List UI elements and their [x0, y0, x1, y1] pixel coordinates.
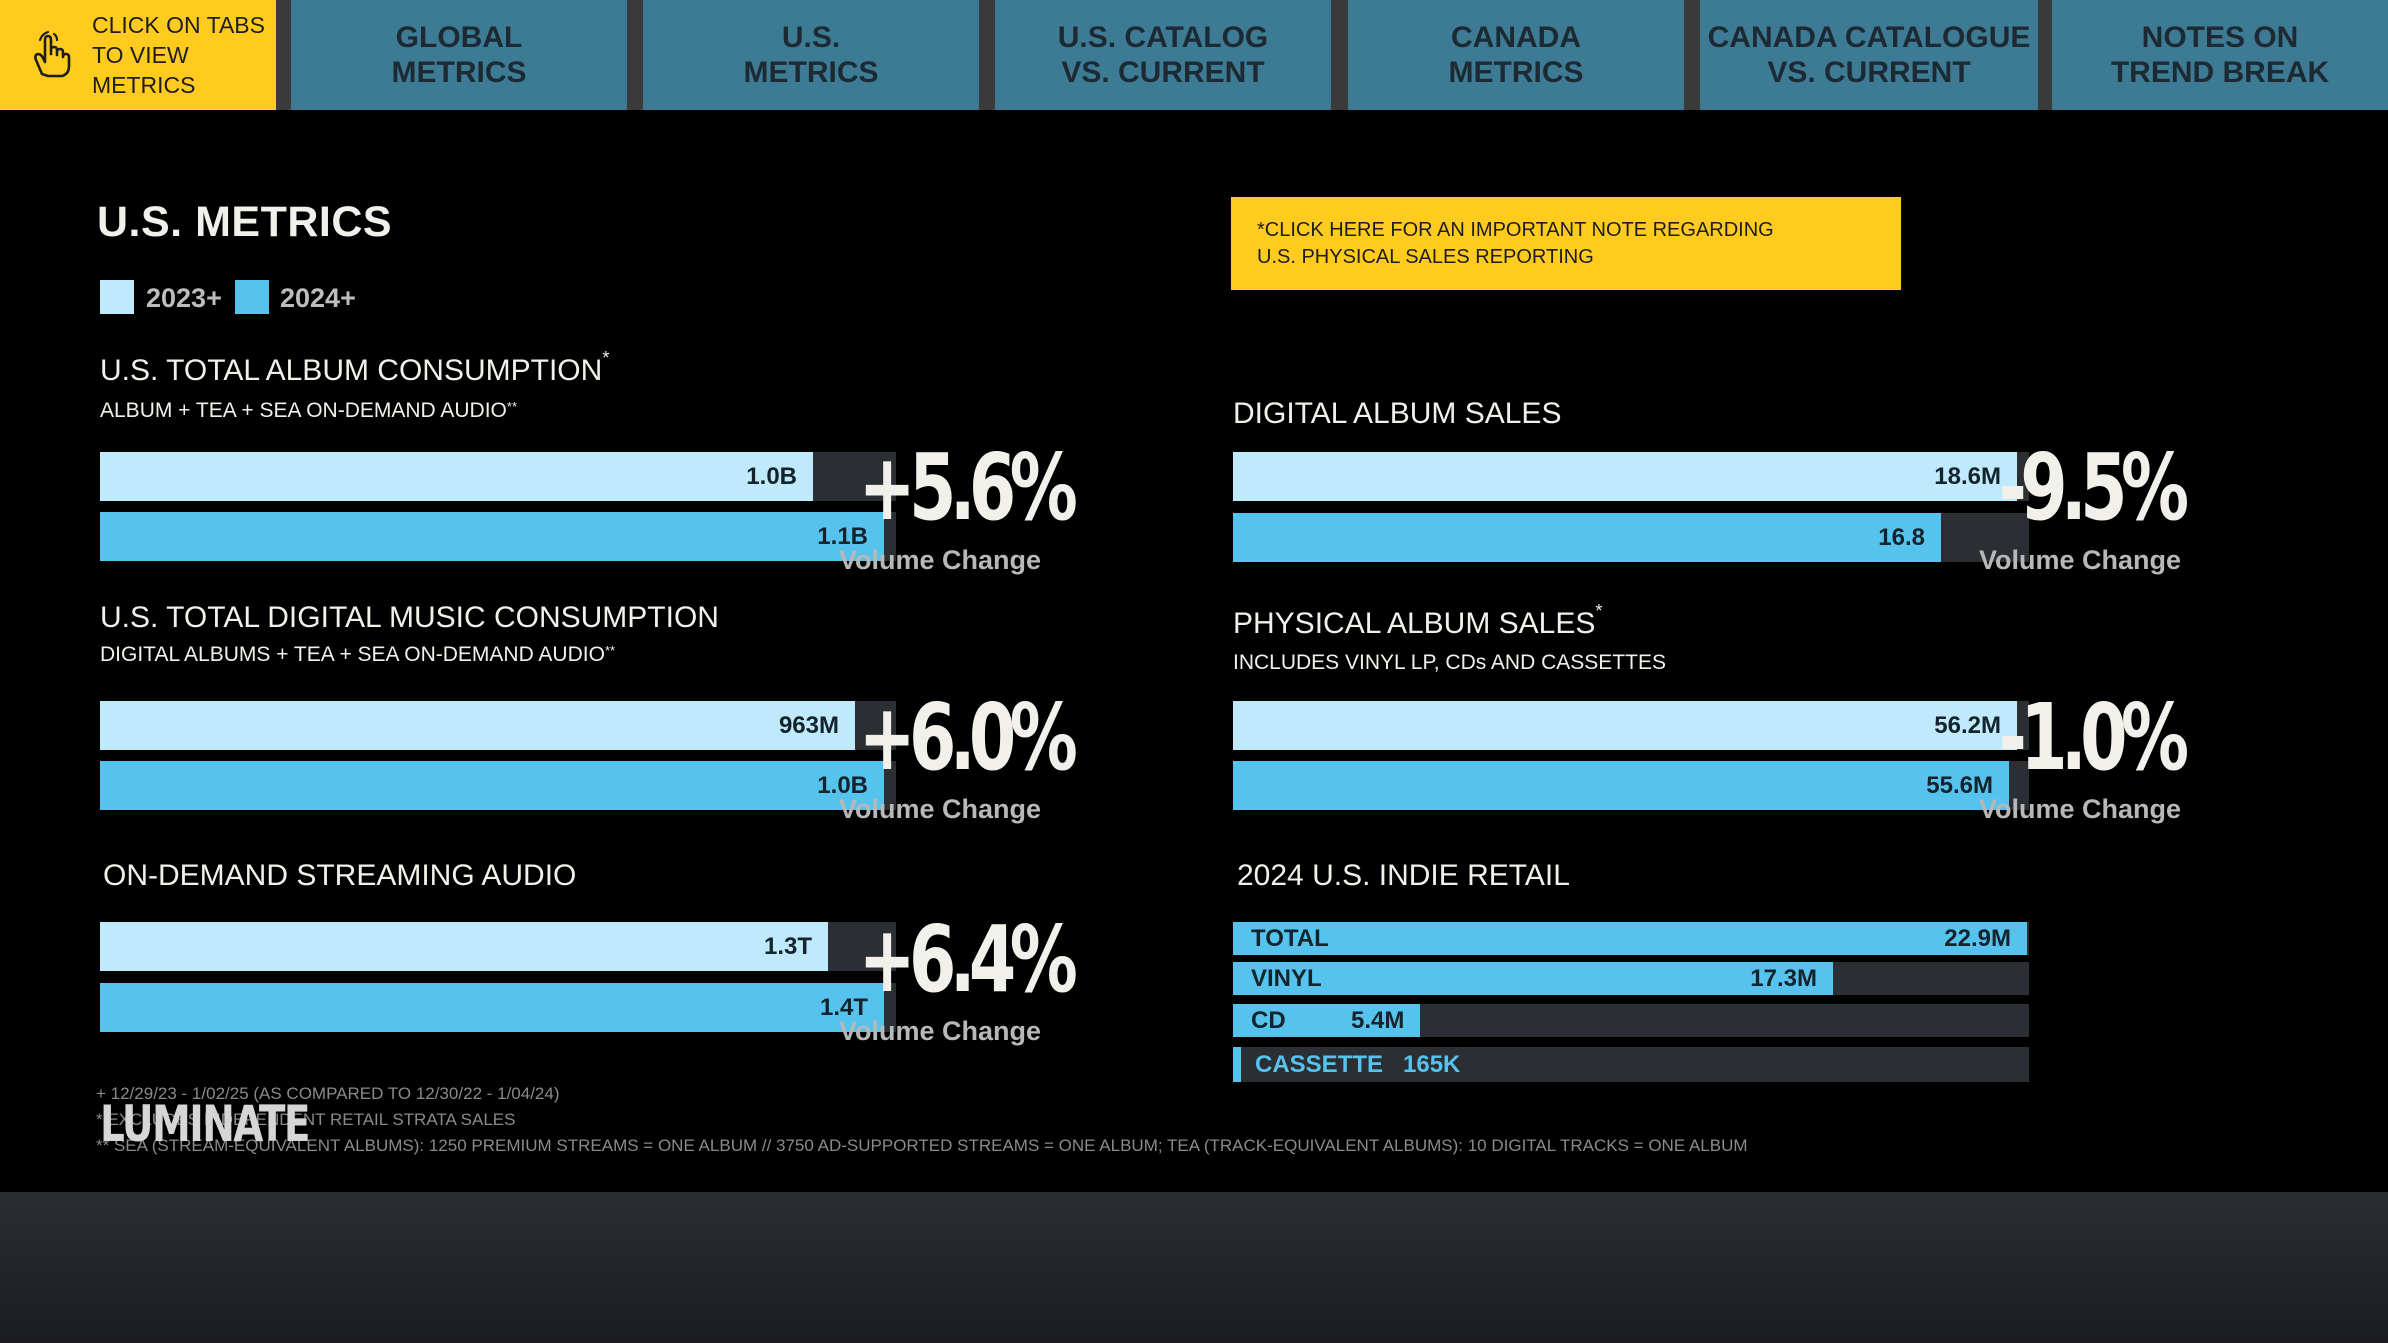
legend-swatch-2024: [235, 280, 269, 314]
indie-value-label-vinyl: 17.3M: [1750, 964, 1817, 992]
indie-bar-track-cd: CD 5.4M: [1233, 1004, 2029, 1037]
digital-album-sales-volume-change-value: -9.5%: [1998, 434, 2189, 541]
physical-album-sales-bar-2024: [1233, 761, 2009, 810]
pointing-hand-icon: [34, 30, 71, 78]
indie-bar-track-total: TOTAL 22.9M: [1233, 922, 2029, 955]
physical-album-sales-bar-track-2023: 56.2M: [1233, 701, 2029, 750]
on-demand-streaming-audio-title: ON-DEMAND STREAMING AUDIO: [103, 859, 577, 892]
tab-canada-catalogue-vs-current[interactable]: CANADA CATALOGUE VS. CURRENT: [1700, 0, 2038, 110]
physical-album-sales-title-mark: *: [1595, 601, 1603, 621]
legend-label-2024: 2024+: [280, 283, 356, 313]
indie-bar-vinyl: [1233, 962, 1833, 995]
digital-album-sales-bar-track-2024: 16.8: [1233, 513, 2029, 562]
digital-album-sales-value-label-2024: 16.8: [1878, 523, 1925, 551]
digital-album-sales-title: DIGITAL ALBUM SALES: [1233, 397, 1562, 430]
indie-bar-track-cassette: CASSETTE 165K: [1233, 1047, 2029, 1082]
on-demand-streaming-audio-bar-2024: [100, 983, 884, 1032]
on-demand-streaming-audio-bar-track-2024: 1.4T: [100, 983, 896, 1032]
page-title: U.S. METRICS: [97, 198, 393, 246]
tab-canada-metrics[interactable]: CANADA METRICS: [1348, 0, 1684, 110]
u-s-total-digital-music-consumption-title: U.S. TOTAL DIGITAL MUSIC CONSUMPTION: [100, 601, 719, 634]
tab-hint: CLICK ON TABS TO VIEW METRICS: [0, 0, 276, 110]
footnote-definitions: ** SEA (STREAM-EQUIVALENT ALBUMS): 1250 …: [96, 1136, 1748, 1155]
digital-album-sales-bar-track-2023: 18.6M: [1233, 452, 2029, 501]
footnote-exclusions: * EXCLUDES INDEPENDENT RETAIL STRATA SAL…: [96, 1110, 516, 1129]
physical-album-sales-volume-change-label: Volume Change: [1978, 794, 2182, 824]
digital-album-sales-value-label-2023: 18.6M: [1934, 462, 2001, 490]
on-demand-streaming-audio-bar-track-2023: 1.3T: [100, 922, 896, 971]
indie-category-label-total: TOTAL: [1251, 924, 1329, 952]
on-demand-streaming-audio-volume-change-value: +6.4%: [858, 906, 1078, 1013]
u-s-total-album-consumption-title-mark: *: [602, 348, 610, 368]
legend-label-2023: 2023+: [146, 283, 222, 313]
tab-bar: CLICK ON TABS TO VIEW METRICS GLOBAL MET…: [0, 0, 2388, 110]
physical-album-sales-volume-change-value: -1.0%: [1998, 684, 2189, 791]
u-s-total-digital-music-consumption-bar-track-2023: 963M: [100, 701, 896, 750]
physical-album-sales-value-label-2024: 55.6M: [1926, 771, 1993, 799]
indie-bar-track-vinyl: VINYL 17.3M: [1233, 962, 2029, 995]
indie-bar-total: [1233, 922, 2027, 955]
u-s-total-album-consumption-bar-track-2023: 1.0B: [100, 452, 896, 501]
u-s-total-album-consumption-value-label-2023: 1.0B: [746, 462, 797, 490]
on-demand-streaming-audio-value-label-2024: 1.4T: [819, 993, 868, 1021]
legend-swatch-2023: [100, 280, 134, 314]
indie-bar-cassette: [1233, 1047, 1241, 1082]
u-s-total-album-consumption-volume-change-label: Volume Change: [838, 545, 1042, 575]
u-s-total-album-consumption-volume-change-value: +5.6%: [858, 434, 1078, 541]
u-s-total-digital-music-consumption-value-label-2024: 1.0B: [817, 771, 868, 799]
u-s-total-digital-music-consumption-bar-track-2024: 1.0B: [100, 761, 896, 810]
physical-album-sales-bar-track-2024: 55.6M: [1233, 761, 2029, 810]
physical-album-sales-subtitle: INCLUDES VINYL LP, CDs AND CASSETTES: [1233, 651, 1666, 674]
u-s-total-album-consumption-subtitle: ALBUM + TEA + SEA ON-DEMAND AUDIO**: [100, 399, 518, 422]
indie-value-label-cd: 5.4M: [1351, 1006, 1405, 1034]
u-s-total-digital-music-consumption-volume-change-value: +6.0%: [858, 684, 1078, 791]
indie-category-label-cd: CD: [1251, 1006, 1286, 1034]
digital-album-sales-bar-2024: [1233, 513, 1941, 562]
tab-us-metrics[interactable]: U.S. METRICS: [643, 0, 979, 110]
u-s-total-album-consumption-value-label-2024: 1.1B: [817, 522, 868, 550]
indie-value-label-total: 22.9M: [1944, 924, 2011, 952]
tab-notes-on-trend-break[interactable]: NOTES ON TREND BREAK: [2052, 0, 2388, 110]
tab-us-catalog-vs-current[interactable]: U.S. CATALOG VS. CURRENT: [995, 0, 1331, 110]
tab-hint-label: CLICK ON TABS TO VIEW METRICS: [92, 12, 265, 98]
u-s-total-digital-music-consumption-bar-2024: [100, 761, 884, 810]
on-demand-streaming-audio-bar-2023: [100, 922, 828, 971]
u-s-total-digital-music-consumption-bar-2023: [100, 701, 855, 750]
u-s-total-album-consumption-title: U.S. TOTAL ALBUM CONSUMPTION*: [100, 348, 610, 387]
u-s-total-album-consumption-bar-2023: [100, 452, 813, 501]
indie-value-label-cassette: 165K: [1403, 1050, 1461, 1078]
physical-album-sales-bar-2023: [1233, 701, 2017, 750]
u-s-total-album-consumption-bar-2024: [100, 512, 884, 561]
u-s-total-digital-music-consumption-volume-change-label: Volume Change: [838, 794, 1042, 824]
physical-album-sales-value-label-2023: 56.2M: [1934, 711, 2001, 739]
indie-retail-title: 2024 U.S. INDIE RETAIL: [1237, 859, 1570, 892]
on-demand-streaming-audio-value-label-2023: 1.3T: [763, 932, 812, 960]
on-demand-streaming-audio-volume-change-label: Volume Change: [838, 1016, 1042, 1046]
physical-album-sales-title: PHYSICAL ALBUM SALES*: [1233, 601, 1603, 640]
digital-album-sales-volume-change-label: Volume Change: [1978, 545, 2182, 575]
footnote-dates: + 12/29/23 - 1/02/25 (AS COMPARED TO 12/…: [96, 1084, 560, 1103]
u-s-total-album-consumption-bar-track-2024: 1.1B: [100, 512, 896, 561]
u-s-total-digital-music-consumption-value-label-2023: 963M: [778, 711, 839, 739]
u-s-total-digital-music-consumption-subtitle: DIGITAL ALBUMS + TEA + SEA ON-DEMAND AUD…: [100, 643, 616, 666]
indie-bar-cd: [1233, 1004, 1420, 1037]
indie-category-label-cassette: CASSETTE: [1255, 1050, 1384, 1078]
digital-album-sales-bar-2023: [1233, 452, 2017, 501]
luminate-logo: LUMINATE: [100, 1095, 311, 1153]
tab-global-metrics[interactable]: GLOBAL METRICS: [291, 0, 627, 110]
physical-sales-note-button[interactable]: *CLICK HERE FOR AN IMPORTANT NOTE REGARD…: [1231, 197, 1901, 290]
background-texture: [0, 1192, 2388, 1343]
indie-category-label-vinyl: VINYL: [1251, 964, 1322, 992]
